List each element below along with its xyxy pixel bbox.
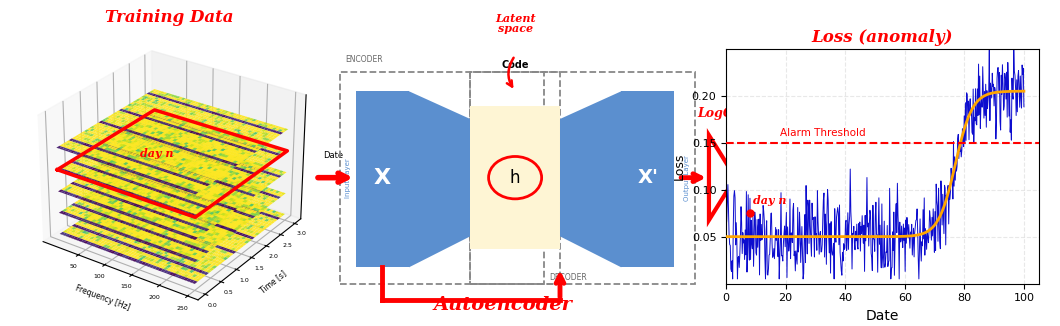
FancyBboxPatch shape bbox=[471, 106, 560, 249]
Text: day n: day n bbox=[754, 195, 787, 206]
Text: h: h bbox=[510, 169, 520, 187]
X-axis label: Date: Date bbox=[866, 309, 899, 323]
Text: Alarm Threshold: Alarm Threshold bbox=[780, 128, 865, 138]
Text: LogCosh: LogCosh bbox=[697, 107, 758, 120]
Text: Input Layer: Input Layer bbox=[344, 158, 351, 198]
Polygon shape bbox=[409, 91, 471, 267]
Circle shape bbox=[489, 156, 542, 199]
Title: Training Data: Training Data bbox=[105, 9, 234, 26]
X-axis label: Frequency [Hz]: Frequency [Hz] bbox=[74, 284, 131, 313]
FancyBboxPatch shape bbox=[621, 91, 674, 267]
Title: Loss (anomaly): Loss (anomaly) bbox=[812, 29, 953, 46]
Text: Latent
space: Latent space bbox=[495, 13, 535, 34]
Text: Code: Code bbox=[501, 60, 529, 70]
Y-axis label: Time [s]: Time [s] bbox=[259, 269, 288, 295]
Text: X': X' bbox=[637, 168, 658, 187]
Y-axis label: Loss: Loss bbox=[673, 153, 686, 180]
Text: Autoencoder: Autoencoder bbox=[434, 296, 572, 314]
Polygon shape bbox=[560, 91, 621, 267]
Text: ENCODER: ENCODER bbox=[346, 54, 384, 64]
Text: X: X bbox=[374, 168, 391, 188]
Text: DECODER: DECODER bbox=[549, 273, 587, 282]
FancyBboxPatch shape bbox=[356, 91, 409, 267]
Text: Output Layer: Output Layer bbox=[684, 155, 689, 200]
